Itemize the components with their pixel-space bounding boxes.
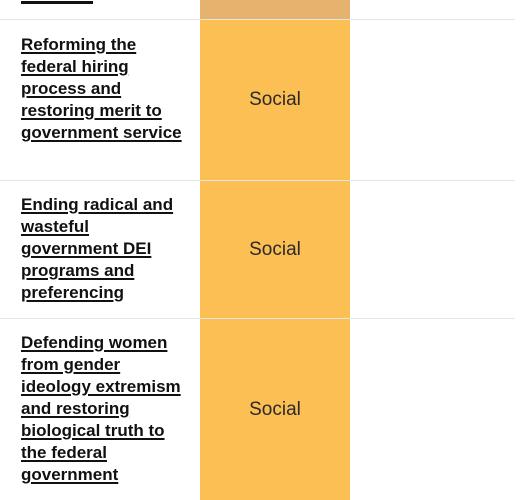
category-cell: Social — [200, 20, 350, 180]
title-cell: Ending radical and wasteful government D… — [21, 194, 191, 304]
title-cell: Defending women from gender ideology ext… — [21, 332, 191, 486]
category-cell: Social — [200, 319, 350, 500]
table-row-partial — [0, 0, 515, 20]
cut-off-link-underline — [21, 1, 93, 4]
category-label: Social — [249, 238, 301, 260]
policy-title-link[interactable]: Reforming the federal hiring process and… — [21, 35, 182, 142]
policy-title-link[interactable]: Defending women from gender ideology ext… — [21, 333, 181, 484]
table-row: Ending radical and wasteful government D… — [0, 181, 515, 319]
category-cell-partial — [200, 0, 350, 19]
table-row: Reforming the federal hiring process and… — [0, 20, 515, 181]
category-label: Social — [249, 89, 301, 110]
category-label: Social — [249, 398, 301, 420]
table-row: Defending women from gender ideology ext… — [0, 319, 515, 500]
category-cell: Social — [200, 181, 350, 318]
title-cell: Reforming the federal hiring process and… — [21, 34, 191, 144]
policy-title-link[interactable]: Ending radical and wasteful government D… — [21, 195, 174, 302]
